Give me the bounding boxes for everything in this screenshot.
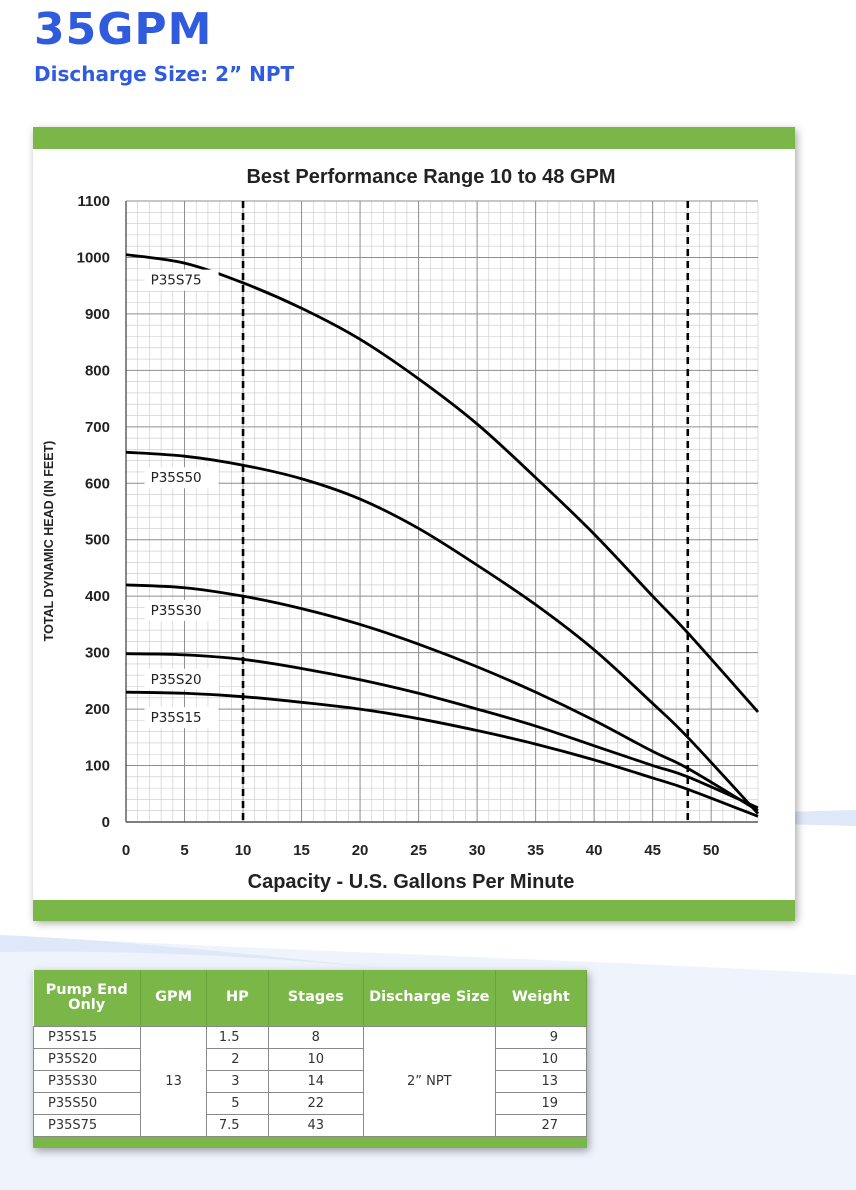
pump-curves bbox=[125, 253, 760, 818]
cell-hp: 1.5 bbox=[206, 1026, 269, 1049]
cell-model: P35S15 bbox=[33, 1026, 141, 1049]
x-tick-label: 35 bbox=[527, 842, 544, 859]
chart-minor-grid bbox=[125, 200, 759, 823]
table-row: P35S20 2 10 10 bbox=[33, 1048, 588, 1071]
x-tick-labels: 0 5 10 15 20 25 30 35 40 45 50 bbox=[122, 842, 720, 859]
cell-hp: 5 bbox=[206, 1092, 269, 1115]
series-label-bg bbox=[144, 269, 219, 291]
table-row: P35S15 13 1.5 8 2” NPT 9 bbox=[33, 1026, 588, 1137]
cell-stages: 22 bbox=[267, 1092, 364, 1115]
series-label-bg bbox=[144, 707, 219, 729]
curve-p35s20 bbox=[125, 652, 759, 810]
cell-model: P35S20 bbox=[33, 1048, 141, 1071]
x-tick-label: 0 bbox=[122, 842, 130, 859]
x-tick-label: 5 bbox=[180, 842, 188, 859]
cell-hp: 2 bbox=[206, 1048, 269, 1071]
spec-table: Pump End Only GPM HP Stages Discharge Si… bbox=[33, 970, 588, 1148]
cell-weight: 10 bbox=[494, 1048, 588, 1071]
x-tick-label: 30 bbox=[469, 842, 486, 859]
y-tick-label: 600 bbox=[85, 475, 110, 492]
cell-stages: 43 bbox=[267, 1114, 364, 1137]
chart-title: Best Performance Range 10 to 48 GPM bbox=[246, 166, 615, 188]
y-tick-label: 800 bbox=[85, 362, 110, 379]
y-tick-label: 500 bbox=[85, 532, 110, 549]
y-tick-label: 0 bbox=[102, 814, 110, 831]
table-row: P35S30 3 14 13 bbox=[33, 1070, 588, 1093]
page-title: 35GPM bbox=[34, 4, 213, 55]
x-tick-label: 25 bbox=[410, 842, 427, 859]
x-tick-label: 15 bbox=[293, 842, 310, 859]
header-hp: HP bbox=[206, 970, 269, 1027]
series-label: P35S75 bbox=[151, 273, 202, 289]
cell-weight: 27 bbox=[494, 1114, 588, 1137]
header-pump-end: Pump End Only bbox=[33, 970, 141, 1027]
cell-stages: 14 bbox=[267, 1070, 364, 1093]
table-row: P35S50 5 22 19 bbox=[33, 1092, 588, 1115]
series-label: P35S15 bbox=[151, 710, 202, 726]
x-tick-label: 40 bbox=[586, 842, 603, 859]
cell-hp: 7.5 bbox=[206, 1114, 269, 1137]
cell-model: P35S30 bbox=[33, 1070, 141, 1093]
x-tick-label: 10 bbox=[235, 842, 252, 859]
x-axis-label: Capacity - U.S. Gallons Per Minute bbox=[248, 871, 575, 893]
pump-curve-chart-card: P35S75 P35S50 P35S30 P35S20 P35S15 0 5 10 15 20 2… bbox=[33, 127, 795, 921]
x-tick-label: 45 bbox=[644, 842, 661, 859]
curve-p35s50 bbox=[125, 450, 760, 815]
header-weight: Weight bbox=[495, 970, 588, 1027]
header-gpm: GPM bbox=[140, 970, 208, 1027]
y-tick-label: 900 bbox=[85, 306, 110, 323]
series-label-bg bbox=[144, 668, 219, 690]
cell-weight: 19 bbox=[494, 1092, 588, 1115]
header-stages: Stages bbox=[268, 970, 364, 1027]
cell-weight: 13 bbox=[494, 1070, 588, 1093]
x-tick-label: 50 bbox=[703, 842, 720, 859]
cell-discharge: 2” NPT bbox=[362, 1026, 496, 1137]
page-subtitle: Discharge Size: 2” NPT bbox=[34, 62, 295, 86]
cell-model: P35S75 bbox=[33, 1114, 141, 1137]
cell-stages: 8 bbox=[267, 1026, 364, 1049]
cell-hp: 3 bbox=[206, 1070, 269, 1093]
y-tick-label: 200 bbox=[85, 701, 110, 718]
series-label-bg bbox=[144, 599, 219, 621]
chart-major-grid bbox=[125, 200, 758, 823]
cell-model: P35S50 bbox=[33, 1092, 141, 1115]
y-tick-label: 1000 bbox=[77, 249, 110, 266]
curve-p35s30 bbox=[125, 583, 759, 812]
series-label: P35S30 bbox=[151, 603, 202, 619]
series-label: P35S20 bbox=[151, 672, 202, 688]
chart-bottom-band bbox=[33, 900, 795, 921]
y-tick-label: 100 bbox=[85, 758, 110, 775]
cell-gpm: 13 bbox=[139, 1026, 208, 1137]
curve-p35s15 bbox=[125, 690, 759, 818]
table-header-row: Pump End Only GPM HP Stages Discharge Si… bbox=[33, 970, 588, 1027]
y-tick-label: 700 bbox=[85, 419, 110, 436]
table-footer-band bbox=[33, 1137, 587, 1148]
y-axis-label: TOTAL DYNAMIC HEAD (IN FEET) bbox=[42, 441, 56, 642]
series-labels: P35S75 P35S50 P35S30 P35S20 P35S15 bbox=[144, 269, 219, 729]
x-tick-label: 20 bbox=[352, 842, 369, 859]
header-discharge: Discharge Size bbox=[363, 970, 496, 1027]
table-row: P35S75 7.5 43 27 bbox=[33, 1114, 588, 1137]
y-tick-label: 300 bbox=[85, 645, 110, 662]
pump-curve-chart: P35S75 P35S50 P35S30 P35S20 P35S15 0 5 10 15 20 2… bbox=[42, 166, 760, 893]
y-tick-labels: 0 100 200 300 400 500 600 700 800 900 1000 1100 bbox=[77, 193, 110, 831]
y-tick-label: 400 bbox=[85, 588, 110, 605]
chart-top-band bbox=[33, 127, 795, 149]
cell-weight: 9 bbox=[494, 1026, 588, 1049]
curve-p35s75 bbox=[125, 253, 760, 713]
series-label-bg bbox=[144, 467, 219, 489]
cell-stages: 10 bbox=[267, 1048, 364, 1071]
best-range-lines bbox=[241, 201, 690, 822]
series-label: P35S50 bbox=[151, 470, 202, 486]
y-tick-label: 1100 bbox=[77, 193, 110, 210]
